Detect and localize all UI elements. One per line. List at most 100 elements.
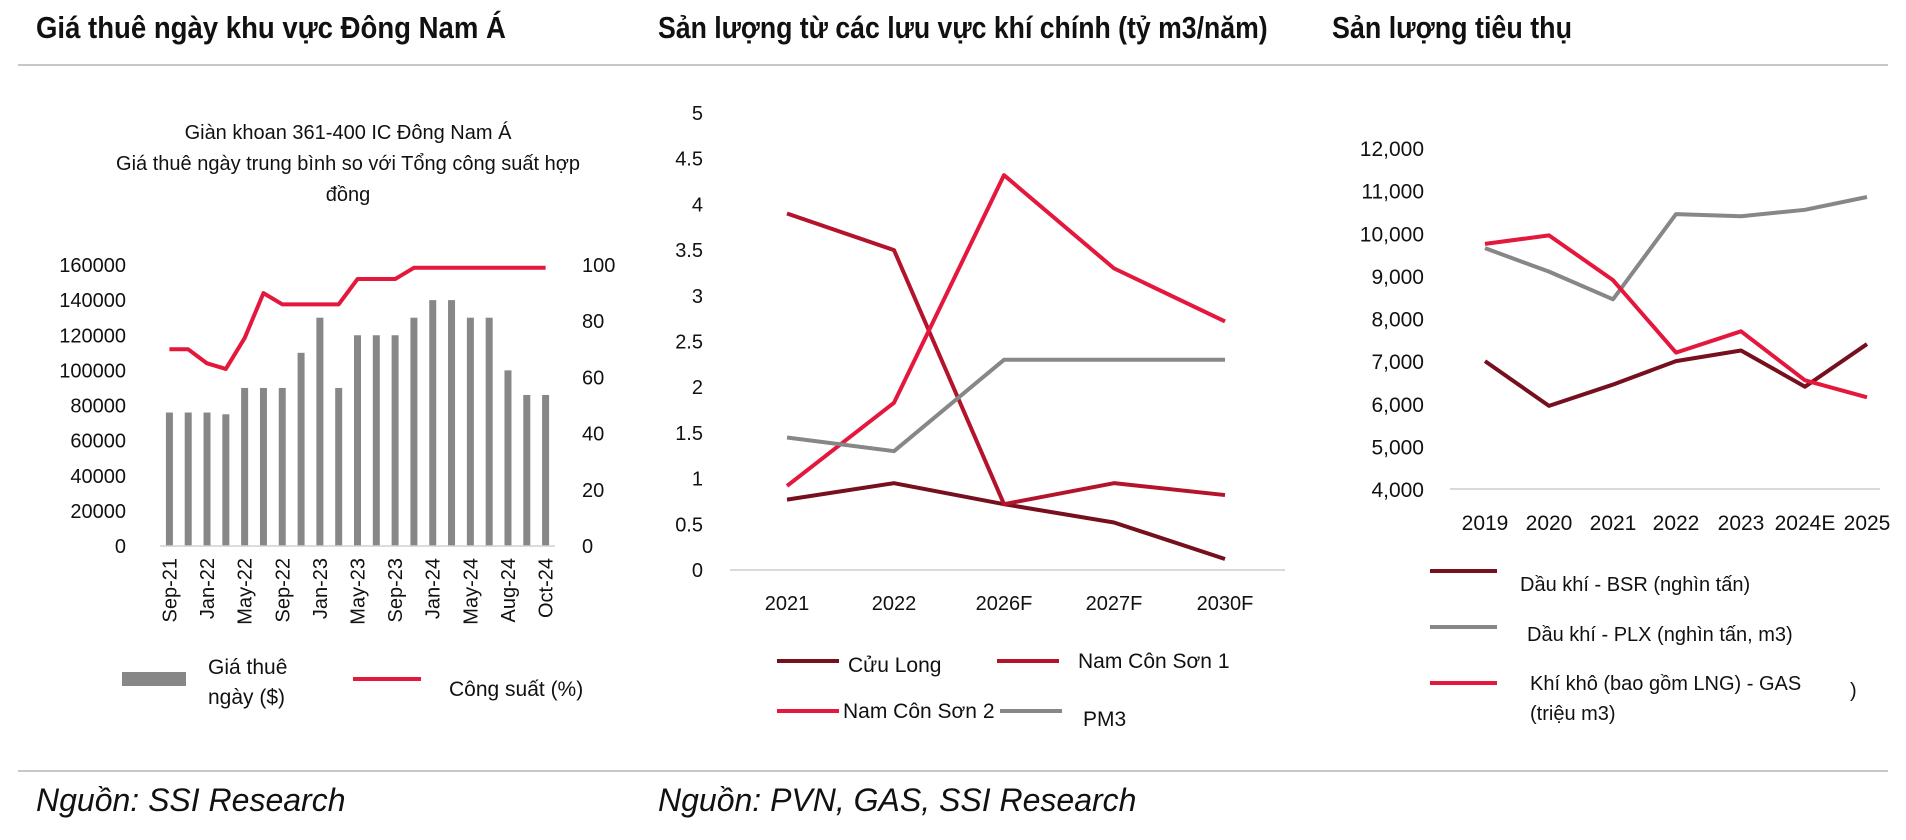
chart2-y-tick-label: 5 xyxy=(692,103,703,125)
chart1-bar xyxy=(485,317,493,546)
chart1-category-label: Sep-22 xyxy=(272,558,294,623)
chart1-category-label: Oct-24 xyxy=(536,558,558,618)
chart1-panel-title: Giá thuê ngày khu vực Đông Nam Á xyxy=(36,10,506,45)
chart3-y-tick-label: 7,000 xyxy=(1371,351,1424,374)
source-left: Nguồn: SSI Research xyxy=(36,782,346,818)
chart3-legend-label: Dầu khí - PLX (nghìn tấn, m3) xyxy=(1527,624,1793,646)
chart1-category-label: Sep-23 xyxy=(385,558,407,623)
chart2-legend-label: Nam Côn Sơn 2 xyxy=(843,700,995,723)
chart1-bar xyxy=(335,387,343,546)
chart1-left-tick-label: 20000 xyxy=(70,501,126,523)
chart1-bar xyxy=(354,335,361,546)
chart2-legend-label: Nam Côn Sơn 1 xyxy=(1078,650,1230,673)
chart1-bar xyxy=(259,387,267,546)
chart1-right-tick-label: 40 xyxy=(582,424,604,446)
chart2-y-tick-label: 4 xyxy=(692,194,703,216)
chart3-x-tick-label: 2019 xyxy=(1462,512,1509,535)
chart1-bar xyxy=(297,352,305,546)
chart1-left-tick-label: 140000 xyxy=(59,290,126,312)
chart1-right-tick-label: 60 xyxy=(582,367,604,389)
chart2-x-tick-label: 2022 xyxy=(872,593,917,615)
chart1-category-label: Jan-23 xyxy=(310,558,332,619)
chart1-bar xyxy=(504,370,512,546)
chart2-x-tick-label: 2030F xyxy=(1197,593,1254,615)
chart2-y-tick-label: 0.5 xyxy=(675,514,703,536)
chart1-bar xyxy=(241,387,249,546)
chart1-utilisation-line xyxy=(169,265,546,371)
chart1-bar xyxy=(466,317,474,546)
chart1-title-line: đồng xyxy=(326,184,371,206)
chart2-y-tick-label: 1 xyxy=(692,469,703,491)
chart1-bar xyxy=(410,317,418,546)
source-middle: Nguồn: PVN, GAS, SSI Research xyxy=(658,782,1137,818)
chart1-bar xyxy=(203,412,211,546)
chart3-series-line xyxy=(1484,233,1868,400)
chart2-y-tick-label: 1.5 xyxy=(675,423,703,445)
chart2-panel-title: Sản lượng từ các lưu vực khí chính (tỷ m… xyxy=(658,10,1268,45)
chart1-bar xyxy=(429,300,437,546)
chart1-category-label: Jan-24 xyxy=(423,558,445,619)
chart3-legend-label: (triệu m3) xyxy=(1530,703,1616,725)
chart3-y-tick-label: 11,000 xyxy=(1361,181,1424,204)
chart1-bar xyxy=(184,412,192,546)
chart1-bar xyxy=(165,412,173,546)
chart1-legend-line-label: Công suất (%) xyxy=(449,678,583,701)
chart1-legend-bar-label: Giá thuê xyxy=(208,656,287,679)
chart2-y-tick-label: 3 xyxy=(692,286,703,308)
chart1-left-tick-label: 120000 xyxy=(59,325,126,347)
chart3-y-tick-label: 5,000 xyxy=(1371,436,1424,459)
chart2-y-tick-label: 0 xyxy=(692,560,703,582)
chart1-left-tick-label: 60000 xyxy=(70,431,126,453)
chart1-category-label: Aug-24 xyxy=(498,558,520,623)
chart1-bar xyxy=(542,394,550,546)
chart1-bar xyxy=(278,387,286,546)
chart3-y-tick-label: 12,000 xyxy=(1360,138,1424,161)
chart2-legend-label: PM3 xyxy=(1083,708,1126,731)
chart2-y-tick-label: 2 xyxy=(692,377,703,399)
chart3-y-tick-label: 8,000 xyxy=(1371,309,1424,332)
chart2-legend-label: Cửu Long xyxy=(848,654,941,677)
chart1-title-line: Giá thuê ngày trung bình so với Tổng côn… xyxy=(116,153,580,175)
chart3-x-tick-label: 2023 xyxy=(1718,512,1765,535)
chart3-legend-label: Khí khô (bao gồm LNG) - GAS xyxy=(1530,673,1801,695)
chart1-bar xyxy=(391,335,399,546)
chart1-right-tick-label: 20 xyxy=(582,480,604,502)
chart1-left-tick-label: 160000 xyxy=(59,255,126,277)
chart2-y-tick-label: 3.5 xyxy=(675,240,703,262)
chart3-y-tick-label: 4,000 xyxy=(1371,479,1424,502)
chart1-category-label: Sep-21 xyxy=(159,558,181,623)
chart3-y-tick-label: 9,000 xyxy=(1371,266,1424,289)
chart3-x-tick-label: 2024E xyxy=(1775,512,1836,535)
chart3-panel-title: Sản lượng tiêu thụ xyxy=(1332,10,1572,45)
chart1-legend-bar-label: ngày ($) xyxy=(208,686,285,709)
chart3-x-tick-label: 2022 xyxy=(1653,512,1700,535)
chart1-right-tick-label: 100 xyxy=(582,255,615,277)
chart3-x-tick-label: 2021 xyxy=(1590,512,1637,535)
chart1-category-label: May-23 xyxy=(348,558,370,625)
chart1-right-tick-label: 0 xyxy=(582,536,593,558)
chart1-bar xyxy=(523,394,531,546)
chart3-x-tick-label: 2020 xyxy=(1526,512,1573,535)
chart1-bar xyxy=(448,300,456,546)
chart2-series-line xyxy=(786,357,1225,454)
chart1-bar xyxy=(372,335,380,546)
chart2-x-tick-label: 2026F xyxy=(976,593,1033,615)
chart3-y-tick-label: 10,000 xyxy=(1360,223,1424,246)
chart2-y-tick-label: 2.5 xyxy=(675,332,703,354)
chart1-category-label: May-24 xyxy=(460,558,482,625)
chart3-legend-label: Dầu khí - BSR (nghìn tấn) xyxy=(1520,574,1750,596)
chart3-series-line xyxy=(1484,195,1868,302)
chart1-title-line: Giàn khoan 361-400 IC Đông Nam Á xyxy=(185,121,513,144)
chart3-x-tick-label: 2025 xyxy=(1844,512,1891,535)
chart2-y-tick-label: 4.5 xyxy=(675,149,703,171)
top-divider xyxy=(18,64,1888,66)
chart2-series-line xyxy=(785,173,1226,488)
chart2-x-tick-label: 2027F xyxy=(1086,593,1143,615)
chart2-series-line xyxy=(786,211,1226,507)
chart3-y-tick-label: 6,000 xyxy=(1371,394,1424,417)
chart1-bar xyxy=(222,414,230,546)
chart1-right-tick-label: 80 xyxy=(582,311,604,333)
chart1-left-tick-label: 100000 xyxy=(59,360,126,382)
